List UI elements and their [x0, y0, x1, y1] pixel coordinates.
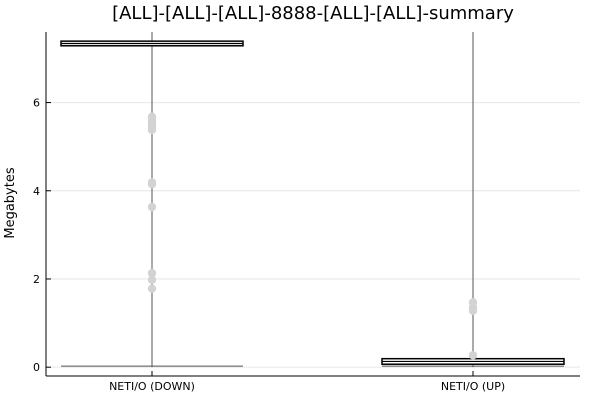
y-tick-label: 6	[33, 97, 40, 110]
chart-title: [ALL]-[ALL]-[ALL]-8888-[ALL]-[ALL]-summa…	[112, 3, 514, 24]
outlier-point	[147, 179, 157, 189]
grid-lines	[46, 102, 580, 368]
y-tick-label: 0	[33, 361, 40, 374]
outlier-point	[147, 269, 157, 278]
outlier-point	[147, 125, 157, 135]
box-series	[60, 32, 244, 368]
outlier-point	[147, 284, 157, 293]
y-tick-label: 4	[33, 185, 40, 198]
axes: 0 2 4 6 NETI/O (DOWN) NETI/O (UP)	[33, 32, 580, 393]
plot-area	[60, 32, 565, 368]
outlier-point	[147, 275, 157, 285]
outlier-point	[468, 306, 478, 315]
outlier-point	[468, 351, 478, 360]
x-tick-label: NETI/O (UP)	[441, 380, 505, 393]
x-tick-label: NETI/O (DOWN)	[109, 380, 195, 393]
outlier-point	[147, 202, 157, 212]
y-axis-label: Megabytes	[3, 167, 18, 238]
y-tick-label: 2	[33, 273, 40, 286]
box-series	[381, 32, 565, 368]
